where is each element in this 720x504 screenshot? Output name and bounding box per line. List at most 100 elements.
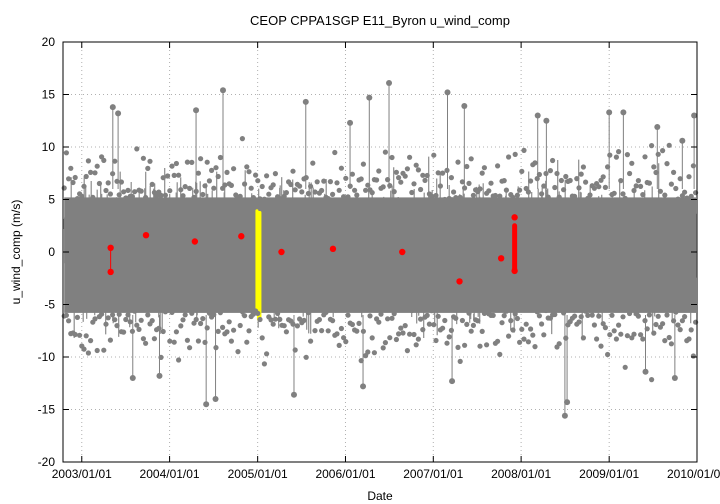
data-point — [631, 187, 637, 194]
data-point — [125, 187, 131, 193]
data-point — [369, 335, 375, 341]
data-point — [305, 190, 311, 197]
data-point — [162, 192, 168, 198]
data-point — [212, 396, 219, 402]
data-point — [176, 357, 182, 363]
data-point — [244, 339, 250, 345]
data-point — [415, 167, 421, 173]
data-point — [305, 310, 311, 316]
data-point — [308, 338, 314, 344]
data-point — [140, 155, 146, 161]
data-point — [591, 322, 598, 328]
data-point — [543, 307, 549, 314]
data-point — [613, 154, 620, 160]
data-point — [534, 112, 541, 119]
data-point — [591, 185, 598, 191]
data-point — [319, 187, 325, 194]
data-point — [66, 176, 72, 182]
data-point — [679, 137, 686, 144]
data-point — [360, 328, 366, 334]
data-point — [68, 165, 74, 171]
data-point — [209, 167, 215, 173]
data-point — [497, 351, 503, 357]
data-point — [635, 178, 642, 184]
data-point — [167, 338, 173, 344]
flagged-point — [107, 268, 114, 276]
x-tick-label: 2003/01/01 — [52, 467, 112, 481]
data-point — [222, 182, 228, 188]
data-point — [477, 186, 483, 192]
data-point — [266, 191, 272, 197]
data-point — [123, 195, 129, 201]
data-point — [316, 317, 322, 323]
data-point — [627, 310, 633, 317]
data-point — [114, 178, 120, 184]
data-point — [99, 311, 105, 317]
data-point — [250, 195, 256, 201]
data-point — [528, 178, 534, 184]
data-point — [385, 316, 391, 322]
data-point — [512, 311, 518, 317]
data-point — [255, 310, 261, 316]
data-point — [169, 309, 175, 315]
data-point — [257, 316, 263, 323]
data-point — [301, 317, 307, 323]
data-point — [400, 330, 406, 336]
data-point — [415, 336, 421, 342]
data-point — [686, 174, 692, 180]
data-point — [598, 343, 604, 349]
data-point — [393, 169, 399, 175]
data-point — [101, 347, 107, 353]
data-point — [182, 312, 188, 318]
data-point — [657, 188, 664, 194]
data-point — [561, 412, 568, 419]
data-point — [226, 319, 232, 325]
data-point — [411, 331, 417, 338]
data-point — [611, 328, 617, 334]
data-point — [202, 183, 208, 189]
data-point — [189, 310, 195, 316]
data-point — [356, 320, 362, 326]
data-point — [206, 310, 212, 316]
data-point — [264, 173, 270, 179]
data-point — [440, 325, 446, 331]
data-point — [503, 187, 509, 193]
data-point — [624, 152, 631, 158]
data-point — [149, 181, 155, 187]
data-point — [521, 147, 527, 153]
flagged-point — [107, 244, 114, 251]
data-point — [255, 178, 261, 184]
data-point — [345, 194, 351, 200]
data-point — [543, 117, 550, 124]
data-point — [409, 307, 415, 314]
data-point — [413, 342, 419, 348]
data-point — [464, 163, 470, 170]
x-tick-label: 2004/01/01 — [140, 467, 200, 481]
data-point — [85, 350, 91, 356]
data-point — [182, 184, 188, 190]
data-point — [550, 157, 556, 164]
data-point — [451, 189, 457, 195]
data-point — [213, 165, 219, 171]
data-point — [431, 322, 437, 328]
data-point — [510, 327, 516, 333]
data-point — [587, 307, 593, 313]
data-point — [105, 315, 111, 321]
data-point — [242, 313, 248, 319]
data-point — [90, 194, 96, 200]
data-point — [616, 322, 622, 328]
data-point — [523, 321, 529, 327]
data-point — [671, 318, 677, 324]
y-tick-label: -20 — [38, 455, 56, 469]
data-point — [587, 192, 593, 198]
data-point — [101, 157, 107, 163]
data-point — [237, 193, 243, 199]
data-point — [404, 348, 410, 354]
data-point — [638, 332, 644, 338]
data-point — [620, 314, 626, 320]
data-point — [620, 191, 626, 197]
data-point — [644, 326, 650, 332]
data-point — [448, 327, 454, 333]
data-point — [312, 328, 318, 334]
data-point — [114, 323, 120, 329]
